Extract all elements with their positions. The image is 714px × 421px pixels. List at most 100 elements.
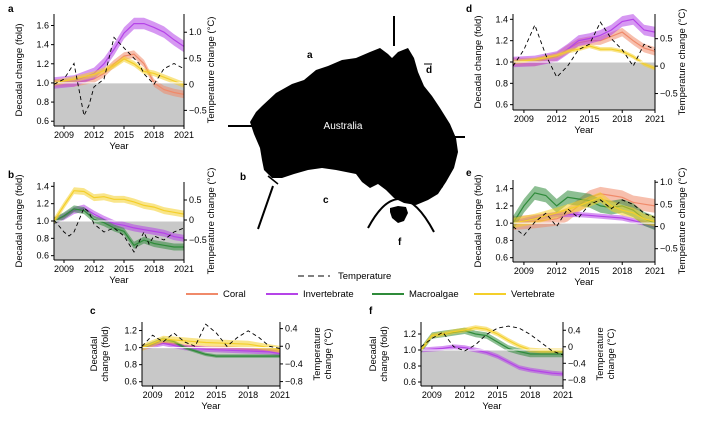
- x-axis-label: Year: [201, 401, 220, 412]
- panel-letter: a: [8, 4, 14, 15]
- y-tick-label: 1.4: [36, 181, 49, 191]
- series-line-vertebrate: [53, 58, 185, 86]
- x-tick-label: 2018: [144, 264, 164, 274]
- y2-tick-label: −0.8: [568, 375, 586, 385]
- y2-tick-label: 0.5: [660, 34, 673, 44]
- tasmania-shape: [390, 206, 408, 223]
- series-line-invertebrate: [53, 23, 185, 84]
- x-tick-label: 2012: [84, 264, 104, 274]
- y-tick-label: 0.8: [124, 360, 137, 370]
- x-tick-label: 2018: [612, 114, 632, 124]
- y2-tick-label: 0.4: [568, 325, 581, 335]
- series-line-invertebrate: [141, 342, 281, 355]
- y-tick-label: 1.0: [403, 345, 416, 355]
- map-region-d: d: [426, 65, 432, 76]
- y-axis-label: Decadalchange (fold): [368, 326, 390, 381]
- x-tick-label: 2021: [645, 266, 665, 276]
- temperature-line: [420, 325, 564, 356]
- y-tick-label: 1.2: [495, 36, 508, 46]
- y2-tick-label: 0: [660, 61, 665, 71]
- y-axis-label: Decadal change (fold): [14, 175, 25, 268]
- x-tick-label: 2018: [520, 390, 540, 400]
- y-tick-label: 0.6: [495, 253, 508, 263]
- legend: Temperature Coral Invertebrate Macroalga…: [186, 271, 555, 300]
- y-tick-label: 1.4: [36, 40, 49, 50]
- panel-letter: b: [8, 170, 14, 181]
- x-tick-label: 2009: [54, 130, 74, 140]
- y-tick-label: 1.2: [124, 326, 137, 336]
- y-tick-label: 0.6: [403, 377, 416, 387]
- y-tick-label: 1.6: [36, 20, 49, 30]
- panel-letter: f: [369, 306, 373, 317]
- x-tick-label: 2015: [579, 114, 599, 124]
- y2-axis-label: Temperature change (°C): [206, 17, 217, 124]
- y2-axis-label: Temperaturechange (°C): [312, 327, 334, 380]
- y-tick-label: 0.8: [403, 361, 416, 371]
- panel-letter: c: [90, 306, 96, 317]
- region-tick-nw: [267, 175, 279, 185]
- y-tick-label: 1.0: [36, 78, 49, 88]
- panel-e: 2009 2012 2015 2018 2021 0.6 0.8 1.0 1.2 1.4 −0.5 0…: [466, 168, 688, 288]
- x-tick-label: 2009: [514, 266, 534, 276]
- map-region-f: f: [398, 237, 402, 248]
- panel-letter: e: [466, 168, 472, 179]
- x-tick-label: 2009: [422, 390, 442, 400]
- x-tick-label: 2009: [143, 390, 163, 400]
- y-axis-label: Decadal change (fold): [473, 16, 484, 109]
- y-tick-label: 1.2: [36, 59, 49, 69]
- y-tick-label: 1.0: [495, 218, 508, 228]
- x-tick-label: 2018: [238, 390, 258, 400]
- y2-tick-label: −0.8: [285, 377, 303, 387]
- y2-tick-label: 1.0: [189, 27, 202, 37]
- y2-tick-label: −0.4: [285, 359, 303, 369]
- x-axis-label: Year: [109, 141, 128, 152]
- australia-map: a b c d e f Australia: [228, 16, 465, 248]
- x-tick-label: 2018: [612, 266, 632, 276]
- y2-axis-label: Temperaturechange (°C): [595, 327, 617, 380]
- series-band-vertebrate: [513, 192, 655, 229]
- x-tick-label: 2012: [174, 390, 194, 400]
- y-tick-label: 1.4: [495, 184, 508, 194]
- x-tick-label: 2021: [174, 130, 194, 140]
- series-line-vertebrate: [512, 196, 656, 224]
- y2-tick-label: 0.5: [660, 199, 673, 209]
- legend-macroalgae-label: Macroalgae: [409, 289, 459, 300]
- x-tick-label: 2018: [144, 130, 164, 140]
- y-axis-label: Decadalchange (fold): [89, 326, 111, 381]
- y2-axis-label: Temperature change (°C): [677, 9, 688, 116]
- y-tick-label: 1.2: [495, 201, 508, 211]
- panel-b: 2009 2012 2015 2018 2021 0.6 0.8 1.0 1.2 1.4 −0.5 0…: [8, 168, 217, 286]
- x-tick-label: 2009: [514, 114, 534, 124]
- y-tick-label: 0.6: [124, 377, 137, 387]
- panel-a: 2009 2012 2015 2018 2021 0.6 0.8 1.0 1.2 1.4 1.6 −0…: [8, 4, 217, 152]
- legend-invertebrate-label: Invertebrate: [303, 289, 354, 300]
- y-tick-label: 0.6: [36, 251, 49, 261]
- x-tick-label: 2021: [270, 390, 290, 400]
- y2-tick-label: 0: [660, 222, 665, 232]
- y2-tick-label: −0.4: [568, 358, 586, 368]
- y-tick-label: 0.6: [36, 116, 49, 126]
- y2-tick-label: 0.5: [189, 53, 202, 63]
- legend-temperature-label: Temperature: [338, 271, 391, 282]
- map-region-c: c: [323, 195, 329, 206]
- y2-axis-label: Temperature change (°C): [677, 168, 688, 275]
- region-divider-south-arc: [367, 198, 435, 233]
- series-band-vertebrate: [421, 325, 563, 354]
- panel-d: 2009 2012 2015 2018 2021 0.6 0.8 1.0 1.2 1.4 −0.5 0…: [466, 4, 688, 136]
- map-region-e: e: [438, 180, 444, 191]
- x-tick-label: 2012: [547, 114, 567, 124]
- y2-tick-label: −0.5: [189, 235, 207, 245]
- panel-c: 2009 2012 2015 2018 2021 0.6 0.8 1.0 1.2 −0.8 −0.4…: [89, 306, 334, 412]
- series-line-vertebrate: [420, 326, 563, 352]
- x-tick-label: 2015: [206, 390, 226, 400]
- map-country-label: Australia: [324, 121, 363, 132]
- temperature-line: [141, 323, 281, 349]
- series-line-macroalgae: [53, 208, 184, 248]
- y-tick-label: 1.0: [495, 57, 508, 67]
- series-line-vertebrate: [141, 338, 281, 350]
- temperature-line: [53, 36, 185, 118]
- y-tick-label: 1.2: [36, 199, 49, 209]
- map-region-b: b: [240, 172, 246, 183]
- series-band-macroalgae: [421, 327, 563, 358]
- x-tick-label: 2021: [645, 114, 665, 124]
